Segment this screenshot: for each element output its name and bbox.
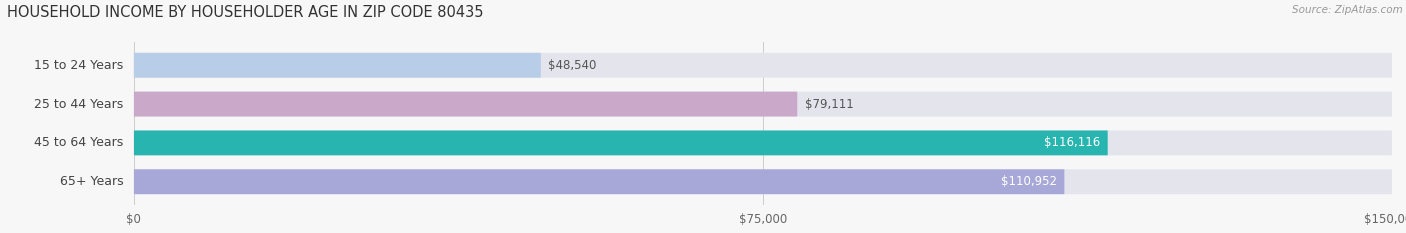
FancyBboxPatch shape — [134, 92, 797, 116]
Text: $116,116: $116,116 — [1043, 136, 1099, 149]
Text: $110,952: $110,952 — [1001, 175, 1057, 188]
Text: 65+ Years: 65+ Years — [60, 175, 124, 188]
FancyBboxPatch shape — [134, 53, 541, 78]
Text: 45 to 64 Years: 45 to 64 Years — [34, 136, 124, 149]
Text: HOUSEHOLD INCOME BY HOUSEHOLDER AGE IN ZIP CODE 80435: HOUSEHOLD INCOME BY HOUSEHOLDER AGE IN Z… — [7, 5, 484, 20]
FancyBboxPatch shape — [134, 53, 1392, 78]
Text: $79,111: $79,111 — [804, 98, 853, 111]
Text: $48,540: $48,540 — [548, 59, 596, 72]
Text: 25 to 44 Years: 25 to 44 Years — [34, 98, 124, 111]
Text: Source: ZipAtlas.com: Source: ZipAtlas.com — [1292, 5, 1403, 15]
FancyBboxPatch shape — [134, 130, 1392, 155]
FancyBboxPatch shape — [134, 169, 1392, 194]
Text: 15 to 24 Years: 15 to 24 Years — [34, 59, 124, 72]
FancyBboxPatch shape — [134, 92, 1392, 116]
FancyBboxPatch shape — [134, 130, 1108, 155]
FancyBboxPatch shape — [134, 169, 1064, 194]
